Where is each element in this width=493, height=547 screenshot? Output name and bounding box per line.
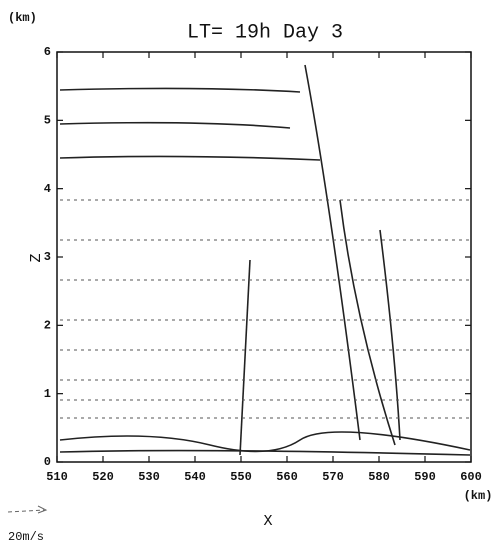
x-axis-label: X	[263, 513, 272, 530]
contour	[59, 449, 471, 456]
contour	[339, 199, 396, 446]
field-decoration	[59, 64, 471, 456]
x-tick-label: 530	[138, 470, 160, 484]
y-axis-label: Z	[28, 253, 45, 262]
y-tick-label: 2	[44, 319, 51, 333]
contour	[59, 121, 291, 129]
x-tick-label: 540	[184, 470, 206, 484]
contour	[59, 87, 301, 93]
reference-arrow	[7, 509, 45, 513]
contour	[59, 431, 471, 453]
y-tick-label: 3	[44, 250, 51, 264]
x-tick-label: 590	[414, 470, 436, 484]
contour	[239, 259, 251, 456]
contour	[304, 64, 361, 441]
y-tick-label: 6	[44, 45, 51, 59]
chart-title: LT= 19h Day 3	[187, 21, 343, 44]
contour	[59, 155, 321, 161]
reference-vector	[7, 505, 48, 514]
reference-arrowhead	[37, 505, 48, 514]
x-tick-label: 570	[322, 470, 344, 484]
vector-rows	[60, 199, 470, 419]
x-tick-label: 600	[460, 470, 482, 484]
x-tick-label: 550	[230, 470, 252, 484]
y-tick-label: 1	[44, 387, 51, 401]
y-unit: (km)	[8, 11, 37, 25]
x-unit: (km)	[464, 489, 493, 503]
x-tick-label: 520	[92, 470, 114, 484]
y-tick-label: 4	[44, 182, 51, 196]
x-tick-label: 560	[276, 470, 298, 484]
x-tick-label: 510	[46, 470, 68, 484]
y-tick-label: 5	[44, 114, 51, 128]
x-tick-label: 580	[368, 470, 390, 484]
y-tick-label: 0	[44, 455, 51, 469]
reference-vector-label: 20m/s	[8, 530, 44, 544]
